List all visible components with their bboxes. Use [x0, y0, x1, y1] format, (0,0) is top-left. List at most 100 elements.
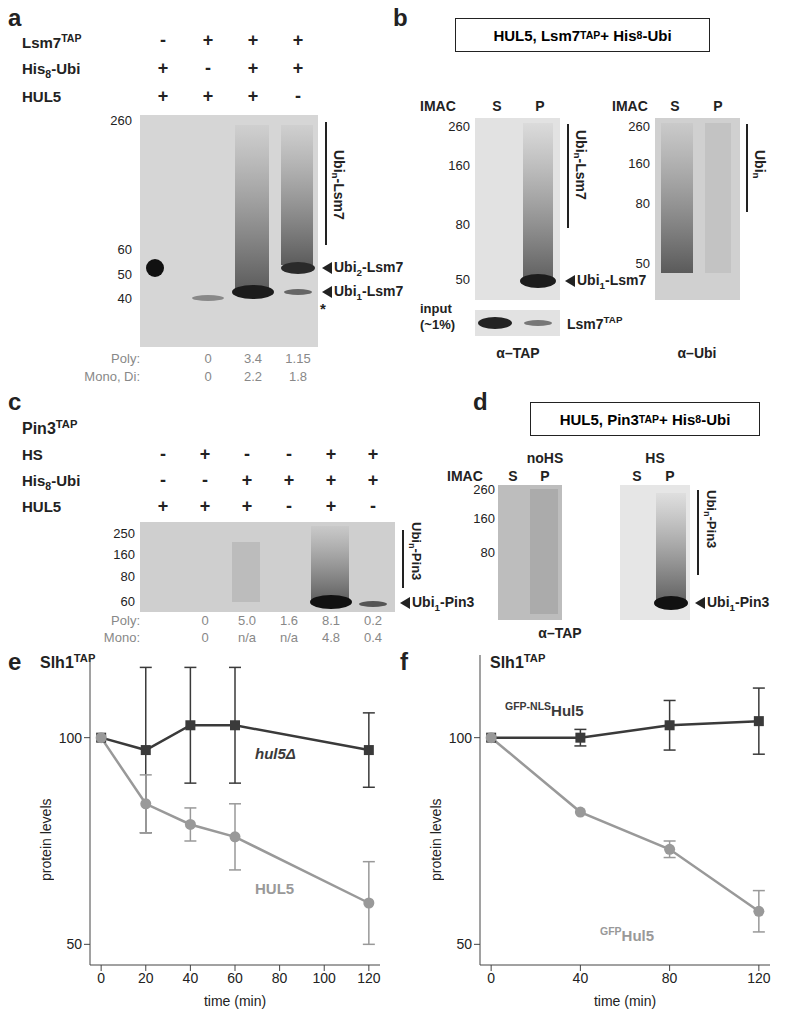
svg-text:120: 120	[357, 970, 381, 986]
html-text:protein levels: protein levels	[38, 798, 54, 882]
html-text:Ubi1-Lsm7: Ubi1-Lsm7	[577, 272, 647, 291]
html-text:IMAC: IMAC	[447, 468, 483, 484]
svg-text:0: 0	[487, 970, 495, 986]
html-text:Slh1TAP: Slh1TAP	[490, 652, 546, 672]
html-text:260: 260	[628, 119, 650, 134]
svg-text:100: 100	[59, 730, 83, 746]
html-text:HS: HS	[645, 450, 665, 466]
html-text:HUL5: HUL5	[255, 880, 295, 897]
html-text:d: d	[473, 388, 488, 415]
html-text:3.4: 3.4	[244, 351, 262, 366]
html-text:50: 50	[117, 267, 132, 282]
svg-text:50: 50	[456, 936, 472, 952]
svg-text:0: 0	[97, 970, 105, 986]
html-text:Poly:: Poly:	[111, 351, 140, 366]
html-text:Lsm7TAP: Lsm7TAP	[22, 32, 82, 51]
html-text:80: 80	[480, 545, 495, 560]
html-text:160: 160	[113, 547, 135, 562]
html-text:HUL5, Lsm7TAP+ His8-Ubi: HUL5, Lsm7TAP+ His8-Ubi	[493, 26, 672, 44]
html-text:e: e	[8, 648, 22, 675]
html-text:5.0: 5.0	[238, 613, 256, 628]
html-text:Lsm7TAP: Lsm7TAP	[567, 314, 623, 332]
html-text:His8-Ubi: His8-Ubi	[22, 472, 81, 492]
html-text:Mono, Di:: Mono, Di:	[84, 369, 140, 384]
html-text:α–Ubi: α–Ubi	[677, 345, 717, 361]
html-text:Ubi1-Pin3: Ubi1-Pin3	[707, 594, 770, 613]
svg-text:100: 100	[313, 970, 337, 986]
html-text:2.2: 2.2	[244, 369, 262, 384]
html-text:Ubi1-Pin3: Ubi1-Pin3	[412, 594, 475, 613]
html-text:80: 80	[635, 196, 650, 211]
html-text:S: S	[492, 98, 502, 114]
html-text:260: 260	[473, 482, 495, 497]
html-text:Ubi: Ubi	[572, 130, 589, 153]
svg-text:80: 80	[662, 970, 678, 986]
html-text:260: 260	[448, 119, 470, 134]
html-text:40: 40	[117, 291, 132, 306]
html-text:Ubi: Ubi	[703, 490, 719, 511]
html-text:Poly:: Poly:	[111, 613, 140, 628]
html-text:c: c	[8, 388, 22, 415]
html-text:-Lsm7: -Lsm7	[572, 158, 589, 200]
html-text:50: 50	[635, 256, 650, 271]
html-text:protein levels: protein levels	[428, 798, 444, 882]
html-text:260: 260	[110, 113, 132, 128]
html-text:0.2: 0.2	[364, 613, 382, 628]
html-text:GFP-NLSHul5: GFP-NLSHul5	[505, 700, 584, 719]
html-text:n/a: n/a	[280, 630, 298, 645]
html-text:α–TAP: α–TAP	[538, 625, 582, 641]
html-text:HUL5: HUL5	[22, 498, 62, 515]
html-text:Mono:: Mono:	[103, 630, 140, 645]
svg-text:50: 50	[66, 936, 82, 952]
html-text:IMAC: IMAC	[420, 98, 456, 114]
svg-text:120: 120	[747, 970, 771, 986]
html-text:b: b	[393, 4, 408, 31]
html-text:Ubi1-Lsm7: Ubi1-Lsm7	[334, 283, 404, 302]
html-text:GFPHul5: GFPHul5	[600, 925, 655, 944]
html-text:HS: HS	[22, 446, 43, 463]
html-text:n/a: n/a	[238, 630, 256, 645]
html-text:160: 160	[628, 156, 650, 171]
html-text:hul5Δ: hul5Δ	[255, 745, 296, 762]
html-text:1.6: 1.6	[280, 613, 298, 628]
html-text:250: 250	[113, 526, 135, 541]
html-text:8.1: 8.1	[322, 613, 340, 628]
html-text:Ubi: Ubi	[751, 150, 768, 173]
html-text:time (min): time (min)	[593, 993, 657, 1009]
html-text:noHS: noHS	[526, 450, 564, 466]
html-text:Ubi: Ubi	[408, 522, 424, 543]
svg-text:40: 40	[183, 970, 199, 986]
html-text:160: 160	[448, 158, 470, 173]
html-text:4.8: 4.8	[322, 630, 340, 645]
html-text:Pin3TAP: Pin3TAP	[22, 418, 78, 438]
html-text:HUL5: HUL5	[22, 88, 62, 105]
html-text:-Pin3: -Pin3	[408, 548, 424, 581]
html-text:80: 80	[120, 569, 135, 584]
html-text:Slh1TAP: Slh1TAP	[40, 652, 96, 672]
svg-text:20: 20	[138, 970, 154, 986]
html-text:160: 160	[473, 511, 495, 526]
html-text:-Lsm7: -Lsm7	[330, 178, 347, 220]
html-text:50: 50	[455, 272, 470, 287]
html-text:80: 80	[455, 217, 470, 232]
html-text:α–TAP: α–TAP	[496, 345, 540, 361]
html-text:60: 60	[117, 242, 132, 257]
html-text:input: input	[420, 301, 452, 316]
html-text:60: 60	[120, 594, 135, 609]
html-text:(~1%): (~1%)	[420, 317, 455, 332]
html-text:1.15: 1.15	[285, 351, 311, 366]
html-text:a: a	[8, 4, 22, 31]
svg-text:100: 100	[449, 730, 473, 746]
svg-text:60: 60	[227, 970, 243, 986]
html-text:time (min): time (min)	[203, 993, 267, 1009]
html-text:Ubi: Ubi	[330, 150, 347, 173]
html-text:-Pin3: -Pin3	[703, 516, 719, 549]
html-text:Ubi2-Lsm7: Ubi2-Lsm7	[334, 259, 404, 278]
html-text:His8-Ubi: His8-Ubi	[22, 60, 81, 80]
html-text:1.8: 1.8	[289, 369, 307, 384]
svg-text:80: 80	[272, 970, 288, 986]
html-text:HUL5, Pin3TAP+ His8-Ubi: HUL5, Pin3TAP+ His8-Ubi	[559, 410, 731, 428]
html-text:IMAC: IMAC	[612, 98, 648, 114]
svg-text:40: 40	[573, 970, 589, 986]
html-text:0.4: 0.4	[364, 630, 382, 645]
